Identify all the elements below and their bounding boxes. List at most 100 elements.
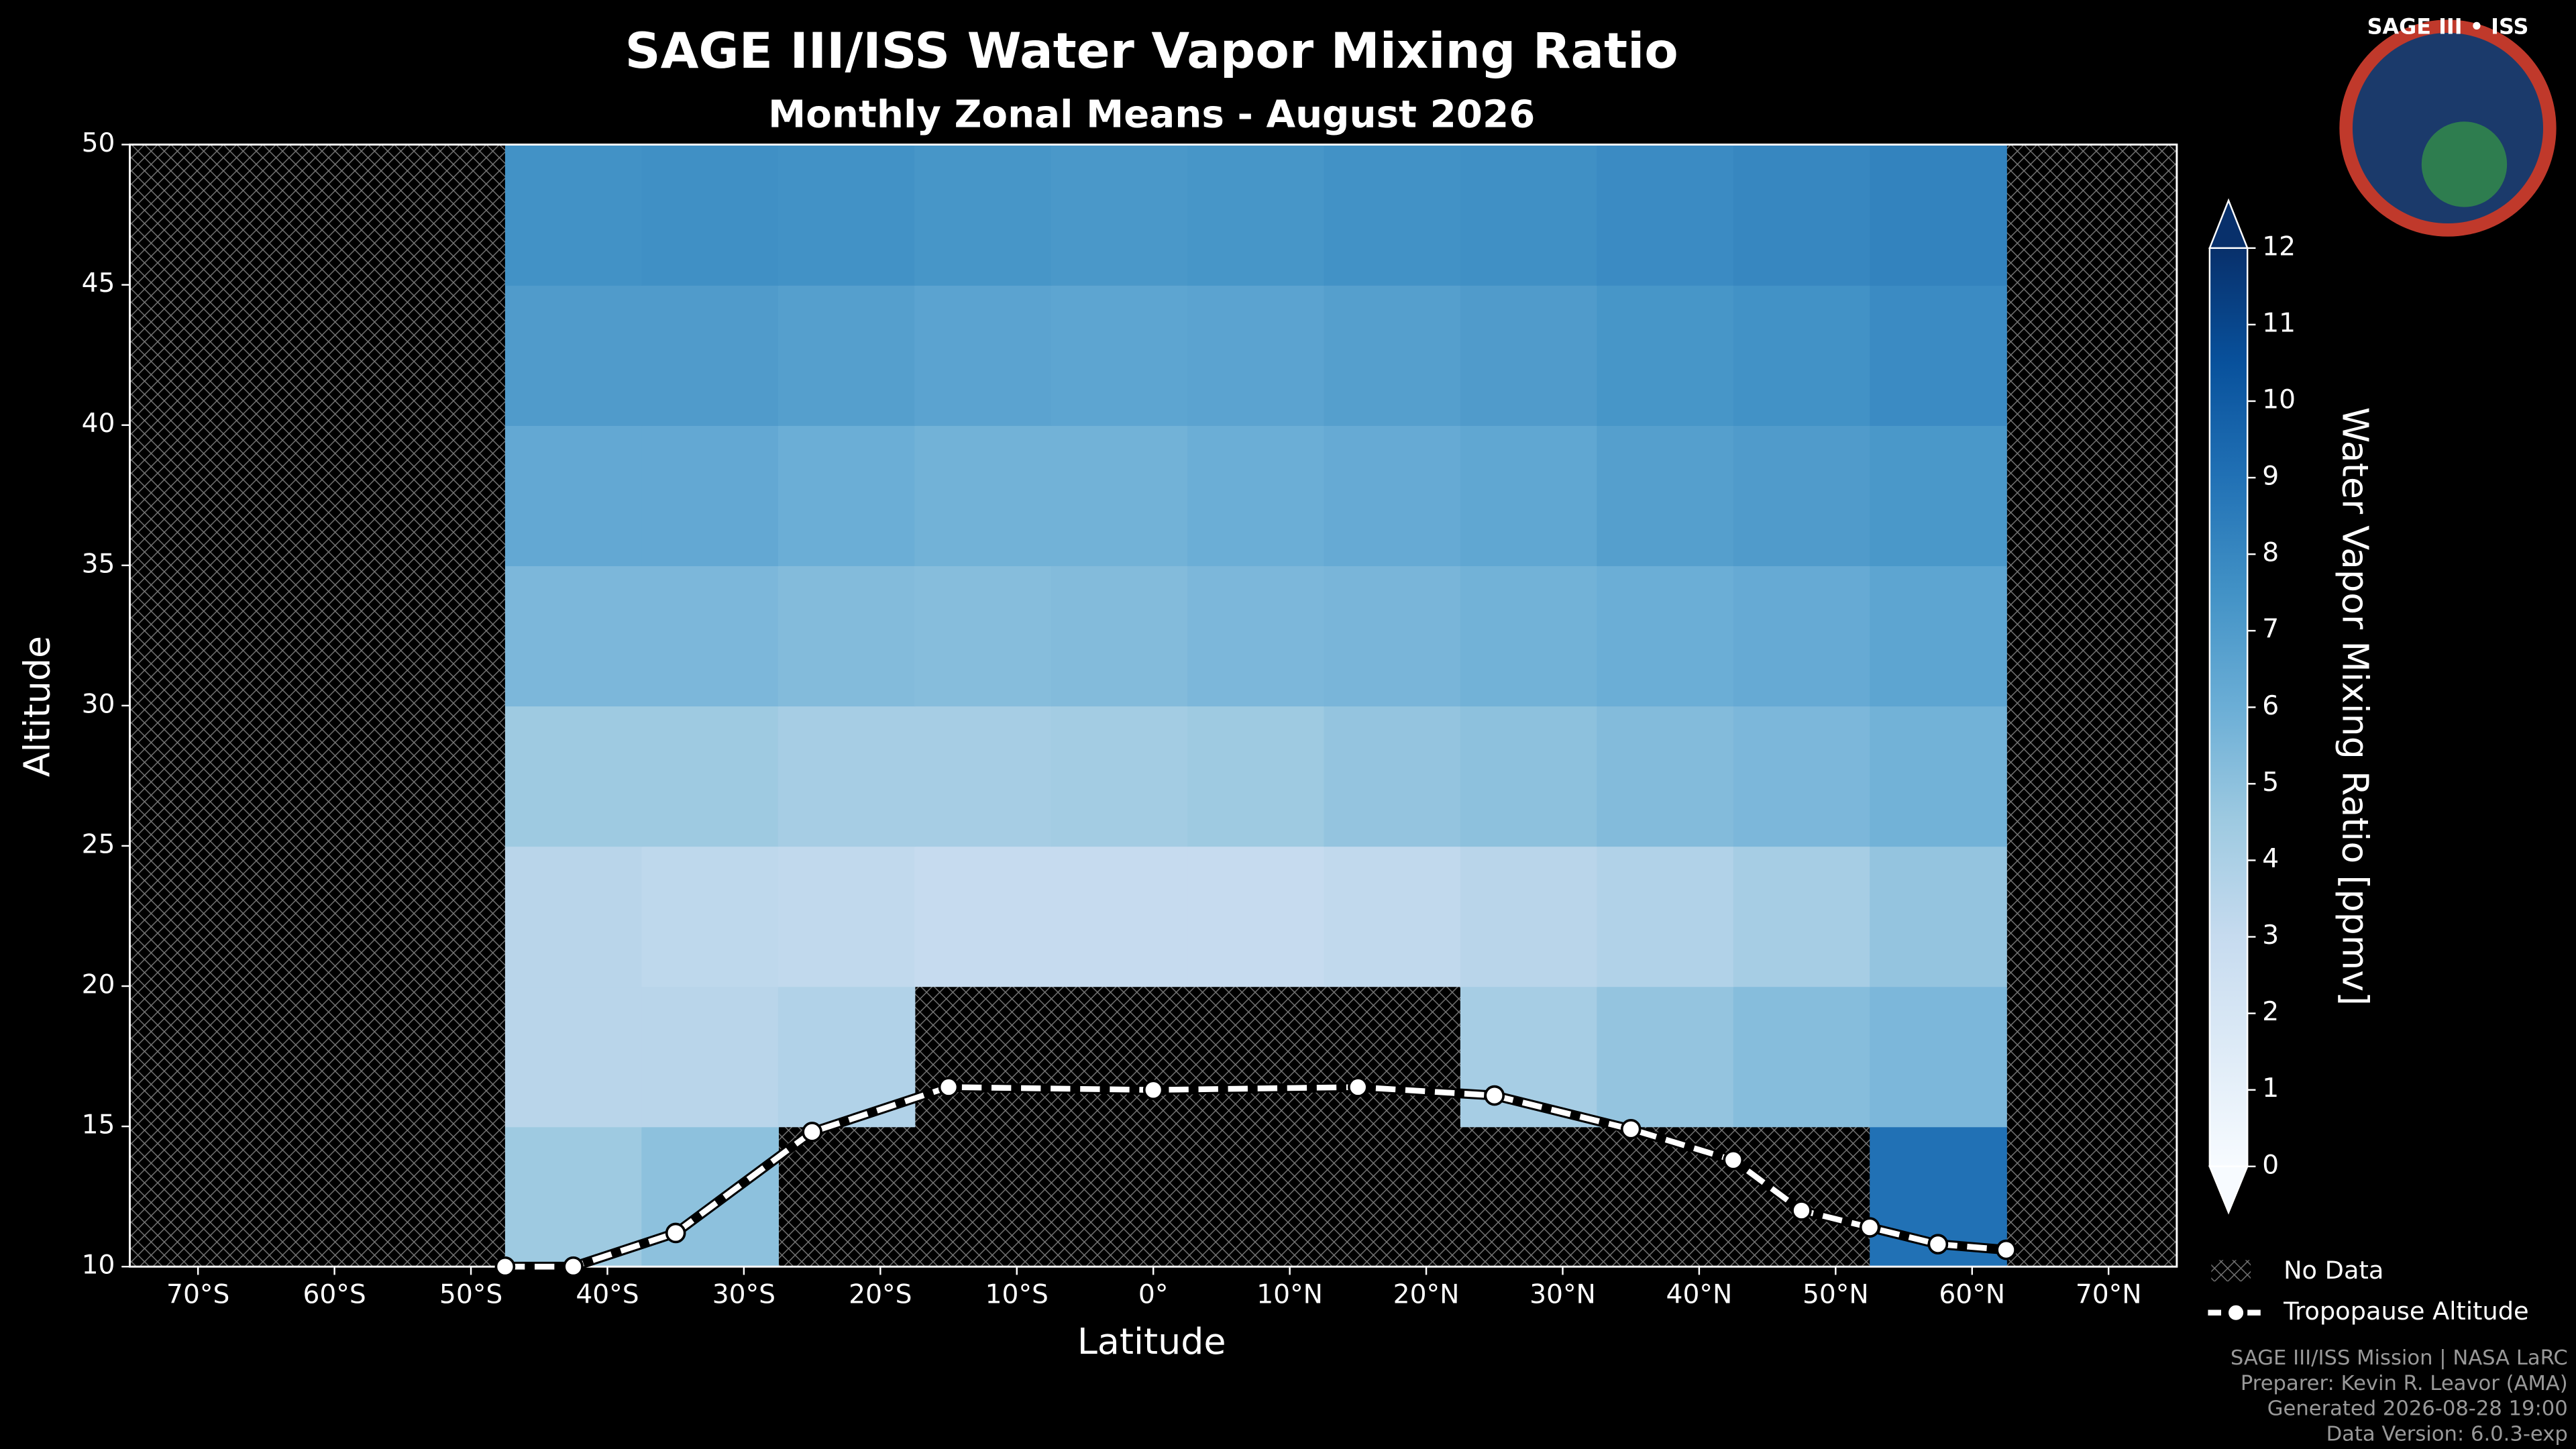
heat-cell [1187, 705, 1325, 847]
heat-cell [1051, 845, 1189, 987]
tropopause-point [1859, 1217, 1880, 1238]
heat-cell [1324, 144, 1462, 286]
heat-cell [641, 284, 779, 426]
heat-cell [1733, 845, 1871, 987]
heat-cell [1051, 705, 1189, 847]
colorbar-tick-label: 12 [2262, 231, 2296, 262]
heat-cell [1460, 565, 1598, 707]
heat-cell [504, 1126, 643, 1268]
heat-cell [777, 284, 916, 426]
colorbar-tick-label: 11 [2262, 308, 2296, 338]
logo-title: SAGE III • ISS [2367, 14, 2529, 40]
x-tick-label: 70°S [166, 1280, 229, 1310]
heat-cell [914, 144, 1052, 286]
tropopause-point [1348, 1077, 1368, 1097]
colorbar-tick-label: 9 [2262, 462, 2279, 492]
legend-no-data-swatch [2211, 1260, 2251, 1282]
x-tick-label: 0° [1138, 1280, 1169, 1310]
x-tick-label: 40°N [1666, 1280, 1733, 1310]
heat-cell [641, 425, 779, 566]
heat-cell [1733, 705, 1871, 847]
heat-cell [777, 565, 916, 707]
heat-cell [1870, 284, 2007, 426]
heat-cell [1597, 565, 1734, 707]
colorbar-extend-min [2208, 1165, 2249, 1215]
heat-cell [1460, 144, 1598, 286]
heat-cell [641, 986, 779, 1128]
tropopause-point [1927, 1234, 1949, 1255]
y-tick-label: 20 [82, 970, 115, 1000]
x-tick-label: 40°S [576, 1280, 639, 1310]
footer-line: Data Version: 6.0.3-exp [2326, 1423, 2568, 1446]
x-axis-label: Latitude [1077, 1320, 1226, 1362]
heat-cell [1324, 565, 1462, 707]
heat-cell [1051, 425, 1189, 566]
heat-cell [777, 425, 916, 566]
colorbar-tick-label: 7 [2262, 614, 2279, 645]
y-tick-label: 25 [82, 829, 115, 859]
tropopause-point [1996, 1239, 2017, 1260]
heat-cell [914, 845, 1052, 987]
heat-cell [641, 144, 779, 286]
colorbar-tick-label: 6 [2262, 691, 2279, 721]
footer-line: SAGE III/ISS Mission | NASA LaRC [2231, 1346, 2568, 1370]
legend-tropopause-label: Tropopause Altitude [2283, 1297, 2529, 1326]
heat-cell [1324, 425, 1462, 566]
y-tick-label: 15 [82, 1110, 115, 1140]
y-tick-label: 50 [82, 128, 115, 158]
heat-cell [1597, 986, 1734, 1128]
heat-cell [1460, 425, 1598, 566]
chart-subtitle: Monthly Zonal Means - August 2026 [768, 93, 1535, 137]
heat-cell [641, 705, 779, 847]
heat-cell [1733, 284, 1871, 426]
heat-cell [1460, 845, 1598, 987]
heat-cell [1870, 144, 2007, 286]
heat-cell [1324, 705, 1462, 847]
y-tick-label: 10 [82, 1250, 115, 1281]
y-tick-label: 35 [82, 549, 115, 579]
colorbar-tick-label: 2 [2262, 997, 2279, 1027]
x-tick-label: 70°N [2076, 1280, 2142, 1310]
x-tick-label: 10°S [985, 1280, 1049, 1310]
legend-no-data-label: No Data [2284, 1256, 2383, 1285]
y-axis-label: Altitude [15, 636, 58, 777]
heat-cell [504, 986, 643, 1128]
heat-cell [641, 845, 779, 987]
heat-cell [1870, 425, 2007, 566]
heat-cell [641, 565, 779, 707]
x-tick-label: 50°S [439, 1280, 502, 1310]
footer-line: Generated 2026-08-28 19:00 [2267, 1397, 2568, 1421]
tropopause-point [938, 1077, 959, 1097]
logo: SAGE III • ISS [2339, 14, 2557, 237]
y-tick-label: 40 [82, 409, 115, 439]
heat-cell [1597, 425, 1734, 566]
heat-cell [1870, 986, 2007, 1128]
x-tick-label: 60°N [1939, 1280, 2005, 1310]
heat-cell [1324, 284, 1462, 426]
colorbar-tick-label: 1 [2262, 1073, 2279, 1104]
heat-cell [504, 705, 643, 847]
colorbar [2208, 247, 2249, 1167]
legend-tropopause-marker [2226, 1303, 2245, 1322]
heat-cell [914, 284, 1052, 426]
tropopause-point [1791, 1200, 1812, 1221]
heat-cell [1187, 425, 1325, 566]
heat-cell [641, 1126, 779, 1268]
heat-cell [504, 284, 643, 426]
colorbar-extend-max [2208, 198, 2249, 250]
heat-cell [1597, 284, 1734, 426]
heat-cell [1733, 425, 1871, 566]
heat-cell [1187, 565, 1325, 707]
heat-cell [1870, 705, 2007, 847]
heat-cell [914, 705, 1052, 847]
x-tick-label: 30°S [712, 1280, 775, 1310]
x-tick-label: 60°S [303, 1280, 366, 1310]
colorbar-tick-label: 3 [2262, 920, 2279, 951]
footer-line: Preparer: Kevin R. Leavor (AMA) [2241, 1372, 2568, 1395]
tropopause-point [563, 1256, 584, 1277]
tropopause-point [665, 1222, 686, 1244]
heat-cell [1324, 845, 1462, 987]
heat-cell [777, 705, 916, 847]
heat-cell [1733, 565, 1871, 707]
